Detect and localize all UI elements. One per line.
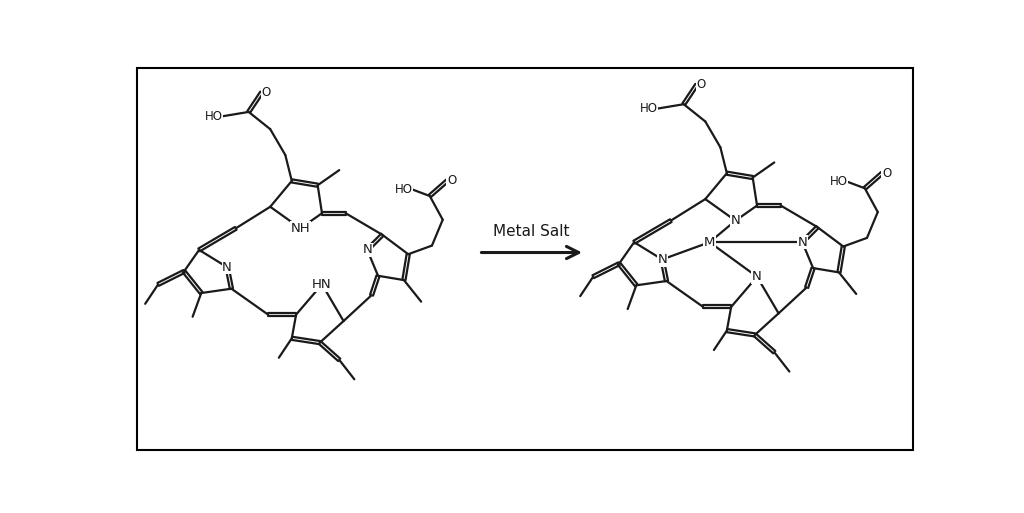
Text: N: N [730,214,740,227]
Text: HO: HO [640,102,657,115]
Text: Metal Salt: Metal Salt [494,224,570,239]
Text: HO: HO [394,183,413,196]
Text: N: N [362,243,372,256]
Text: HO: HO [205,110,223,123]
Text: N: N [657,253,667,266]
Text: N: N [753,270,762,283]
Text: O: O [261,86,271,99]
Text: O: O [882,167,891,180]
Text: M: M [703,235,716,249]
Text: O: O [447,174,457,187]
Text: N: N [798,235,807,249]
Text: O: O [696,78,706,91]
Text: NH: NH [291,222,310,235]
Text: N: N [222,261,232,273]
Text: HN: HN [312,278,332,291]
Text: HO: HO [829,175,848,188]
